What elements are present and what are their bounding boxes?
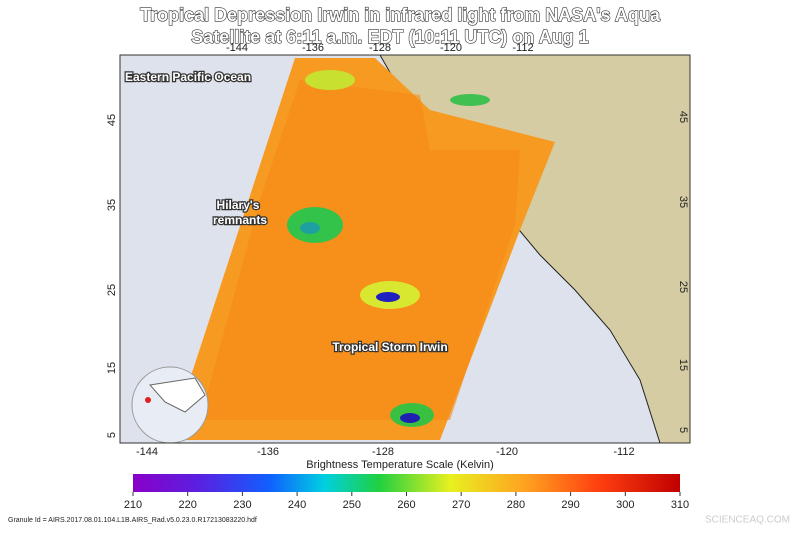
annotation: Eastern Pacific Ocean [125,70,251,84]
inset-land [149,377,206,413]
granule-id: Granule Id = AIRS.2017.08.01.104.L1B.AIR… [8,517,257,524]
cloud [450,94,490,106]
colorbar-tick-label: 270 [452,499,470,511]
inset-marker [145,397,151,403]
colorbar-tick-label: 290 [561,499,579,511]
cloud [376,292,400,302]
colorbar-tick-label: 260 [397,499,415,511]
colorbar-tick-label: 250 [343,499,361,511]
annotation: Tropical Storm Irwin [332,340,447,354]
map [120,55,690,443]
lat-tick-label: 15 [106,362,118,374]
lon-tick-label: -144 [136,446,158,458]
lon-tick-label: -136 [302,42,324,54]
lon-tick-label: -120 [496,446,518,458]
lat-tick-label: 15 [677,359,689,371]
colorbar-tick-label: 300 [616,499,634,511]
cloud [300,222,320,234]
title: Tropical Depression Irwin in infrared li… [140,5,661,25]
lon-tick-label: -144 [226,42,248,54]
colorbar-tick-label: 310 [671,499,689,511]
lon-tick-label: -112 [512,42,533,54]
lat-tick-label: 45 [677,111,689,123]
map-frame [119,54,691,444]
cloud [400,413,420,423]
lat-tick-label: 45 [106,114,118,126]
annotation: Hilary's [217,198,260,212]
colorbar-tick-label: 240 [288,499,306,511]
lat-tick-label: 25 [677,281,689,293]
colorbar-tick-label: 230 [233,499,251,511]
lon-tick-label: -112 [613,446,634,458]
lon-tick-label: -120 [440,42,462,54]
lat-tick-label: 35 [106,199,118,211]
colorbar-tick-label: 220 [179,499,197,511]
lat-tick-label: 5 [677,427,689,433]
colorbar-tick-label: 280 [507,499,525,511]
colorbar [133,474,680,492]
lat-tick-label: 25 [106,284,118,296]
colorbar-tick-label: 210 [124,499,142,511]
annotation: remnants [213,213,267,227]
lat-tick-label: 35 [677,196,689,208]
lon-tick-label: -128 [372,446,394,458]
colorbar-label: Brightness Temperature Scale (Kelvin) [306,459,494,471]
lat-tick-label: 5 [106,432,118,438]
swath-shade [200,80,520,420]
title: Satellite at 6:11 a.m. EDT (10:11 UTC) o… [191,27,588,47]
cloud [305,70,355,90]
lon-tick-label: -128 [369,42,391,54]
watermark: SCIENCEAQ.COM [705,515,790,526]
lon-tick-label: -136 [257,446,279,458]
